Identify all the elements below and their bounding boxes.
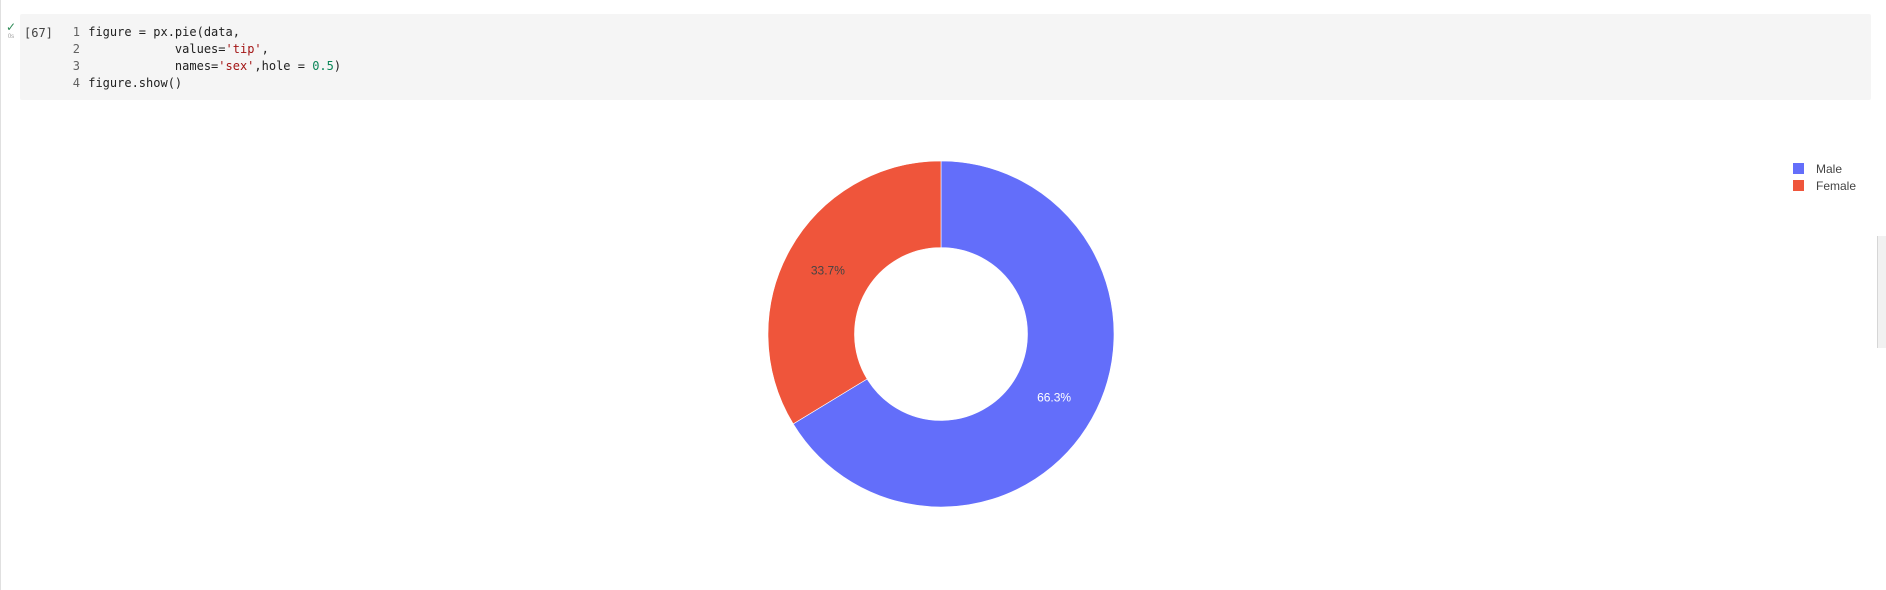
pie-chart: 66.3% 33.7% Male Female: [767, 160, 1856, 508]
line-number: 3: [72, 59, 80, 73]
code-cell[interactable]: [67] 1 figure = px.pie(data, 2 values='ti…: [20, 14, 1871, 100]
pie-slice-male[interactable]: [792, 160, 1115, 508]
legend-swatch-female[interactable]: [1793, 180, 1804, 191]
legend-label-male[interactable]: Male: [1816, 162, 1842, 176]
legend-label-female[interactable]: Female: [1816, 179, 1856, 193]
code-line[interactable]: 2 values='tip',: [66, 41, 341, 58]
code-editor[interactable]: 1 figure = px.pie(data, 2 values='tip', 3 …: [66, 24, 341, 92]
code-token: 0.5: [312, 59, 334, 73]
code-token: 'tip': [225, 42, 262, 56]
line-number: 2: [72, 42, 80, 56]
legend-swatch-male[interactable]: [1793, 163, 1804, 174]
cell-run-status: ✓ 0s: [5, 21, 17, 41]
code-token: values=: [88, 42, 226, 56]
code-token: figure = px.pie(data,: [88, 25, 240, 39]
slice-label-male: 66.3%: [1037, 391, 1071, 405]
code-line[interactable]: 4 figure.show(): [66, 75, 341, 92]
slice-label-female: 33.7%: [811, 263, 845, 277]
code-token: ,hole =: [254, 59, 313, 73]
pie-slice-female[interactable]: [767, 160, 942, 425]
left-border: [0, 0, 1, 590]
check-icon: ✓: [5, 20, 17, 34]
code-token: ,: [261, 42, 269, 56]
line-number: 4: [72, 76, 80, 90]
code-line[interactable]: 1 figure = px.pie(data,: [66, 24, 341, 41]
chart-output: 66.3% 33.7% Male Female: [0, 100, 1886, 590]
code-line[interactable]: 3 names='sex',hole = 0.5): [66, 58, 341, 75]
code-token: figure.show(): [88, 76, 183, 90]
run-time: 0s: [7, 34, 15, 40]
code-token: 'sex': [218, 59, 255, 73]
execution-count: [67]: [24, 26, 53, 40]
line-number: 1: [72, 25, 80, 39]
code-token: ): [333, 59, 342, 73]
code-token: names=: [88, 59, 219, 73]
scrollbar[interactable]: [1877, 236, 1886, 348]
